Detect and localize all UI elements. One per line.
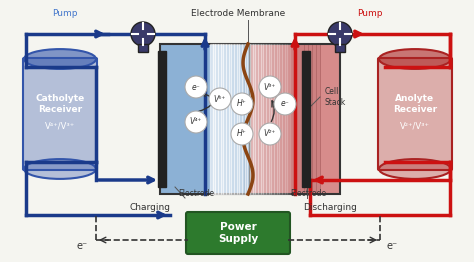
Text: e⁻: e⁻	[281, 100, 289, 108]
Bar	[269, 44, 271, 194]
FancyBboxPatch shape	[252, 44, 312, 194]
Bar	[234, 44, 237, 194]
Text: V⁴⁺/V³⁺: V⁴⁺/V³⁺	[45, 122, 75, 130]
Bar	[271, 44, 274, 194]
Text: e⁻: e⁻	[191, 83, 201, 91]
Text: Electrode: Electrode	[290, 189, 326, 198]
Text: Pump: Pump	[357, 9, 383, 19]
FancyBboxPatch shape	[260, 44, 320, 194]
Ellipse shape	[24, 49, 96, 69]
Bar	[274, 44, 277, 194]
Bar	[253, 44, 255, 194]
Bar	[245, 44, 247, 194]
Bar	[285, 44, 287, 194]
Text: Pump: Pump	[52, 9, 78, 19]
Text: Cell
Stack: Cell Stack	[325, 87, 346, 107]
FancyBboxPatch shape	[250, 44, 340, 194]
FancyBboxPatch shape	[256, 44, 316, 194]
Bar	[239, 44, 242, 194]
Text: V²⁺: V²⁺	[264, 129, 276, 139]
Bar	[215, 44, 218, 194]
Text: Power
Supply: Power Supply	[218, 222, 258, 244]
Circle shape	[231, 123, 253, 145]
Bar	[223, 44, 226, 194]
Text: e⁻: e⁻	[76, 241, 88, 251]
FancyBboxPatch shape	[23, 58, 97, 170]
Circle shape	[259, 76, 281, 98]
Bar	[226, 44, 228, 194]
Circle shape	[185, 111, 207, 133]
Ellipse shape	[379, 49, 451, 69]
Text: Electrode: Electrode	[178, 189, 214, 198]
Text: e⁻: e⁻	[386, 241, 398, 251]
Text: H⁺: H⁺	[237, 129, 247, 139]
Text: V²⁺/V³⁺: V²⁺/V³⁺	[400, 122, 430, 130]
Bar	[335, 44, 345, 52]
Bar	[213, 44, 215, 194]
Bar	[302, 51, 310, 187]
Bar	[242, 44, 245, 194]
Bar	[261, 44, 264, 194]
FancyBboxPatch shape	[160, 44, 250, 194]
Bar	[264, 44, 266, 194]
Bar	[250, 44, 253, 194]
Text: V³⁺: V³⁺	[264, 83, 276, 91]
FancyBboxPatch shape	[244, 44, 304, 194]
Bar	[210, 44, 213, 194]
Circle shape	[231, 93, 253, 115]
Bar	[138, 44, 148, 52]
Circle shape	[131, 22, 155, 46]
Text: H⁺: H⁺	[237, 100, 247, 108]
Text: Anolyte
Receiver: Anolyte Receiver	[393, 94, 437, 114]
Bar	[279, 44, 282, 194]
FancyBboxPatch shape	[248, 44, 308, 194]
Ellipse shape	[379, 159, 451, 179]
Circle shape	[274, 93, 296, 115]
Text: Charging: Charging	[129, 203, 171, 211]
FancyBboxPatch shape	[186, 212, 290, 254]
Bar	[282, 44, 285, 194]
Circle shape	[209, 88, 231, 110]
Bar	[231, 44, 234, 194]
Bar	[218, 44, 221, 194]
Bar	[221, 44, 223, 194]
Circle shape	[328, 22, 352, 46]
Text: V⁴⁺: V⁴⁺	[190, 117, 202, 127]
Text: Discharging: Discharging	[303, 203, 357, 211]
Bar	[266, 44, 269, 194]
Ellipse shape	[24, 159, 96, 179]
Bar	[287, 44, 290, 194]
Bar	[258, 44, 261, 194]
FancyBboxPatch shape	[378, 58, 452, 170]
Bar	[255, 44, 258, 194]
Bar	[228, 44, 231, 194]
Circle shape	[185, 76, 207, 98]
Bar	[277, 44, 279, 194]
Bar	[237, 44, 239, 194]
Bar	[247, 44, 250, 194]
Text: Electrode Membrane: Electrode Membrane	[191, 9, 285, 19]
Text: Catholyte
Receiver: Catholyte Receiver	[36, 94, 85, 114]
Text: V⁵⁺: V⁵⁺	[214, 95, 226, 103]
Circle shape	[259, 123, 281, 145]
Bar	[158, 51, 166, 187]
